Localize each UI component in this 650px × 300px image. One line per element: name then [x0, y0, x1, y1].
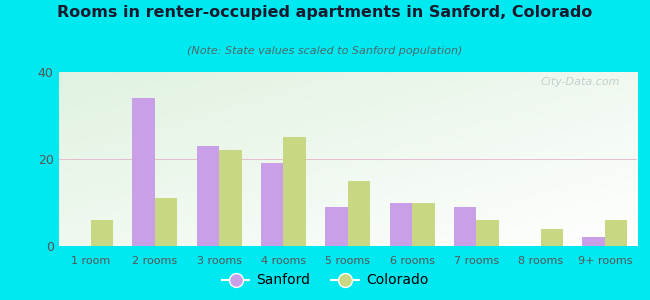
Text: Rooms in renter-occupied apartments in Sanford, Colorado: Rooms in renter-occupied apartments in S…: [57, 4, 593, 20]
Bar: [133, 98, 155, 246]
Bar: [155, 198, 177, 246]
Text: (Note: State values scaled to Sanford population): (Note: State values scaled to Sanford po…: [187, 46, 463, 56]
Text: City-Data.com: City-Data.com: [540, 77, 619, 87]
Bar: [541, 229, 563, 246]
Bar: [454, 207, 476, 246]
Bar: [412, 202, 434, 246]
Legend: Sanford, Colorado: Sanford, Colorado: [216, 268, 434, 293]
Bar: [348, 181, 370, 246]
Bar: [261, 163, 283, 246]
Bar: [389, 202, 412, 246]
Bar: [219, 150, 242, 246]
Bar: [605, 220, 627, 246]
Bar: [283, 137, 306, 246]
Bar: [325, 207, 348, 246]
Bar: [476, 220, 499, 246]
Bar: [582, 237, 605, 246]
Bar: [197, 146, 219, 246]
Bar: [90, 220, 113, 246]
